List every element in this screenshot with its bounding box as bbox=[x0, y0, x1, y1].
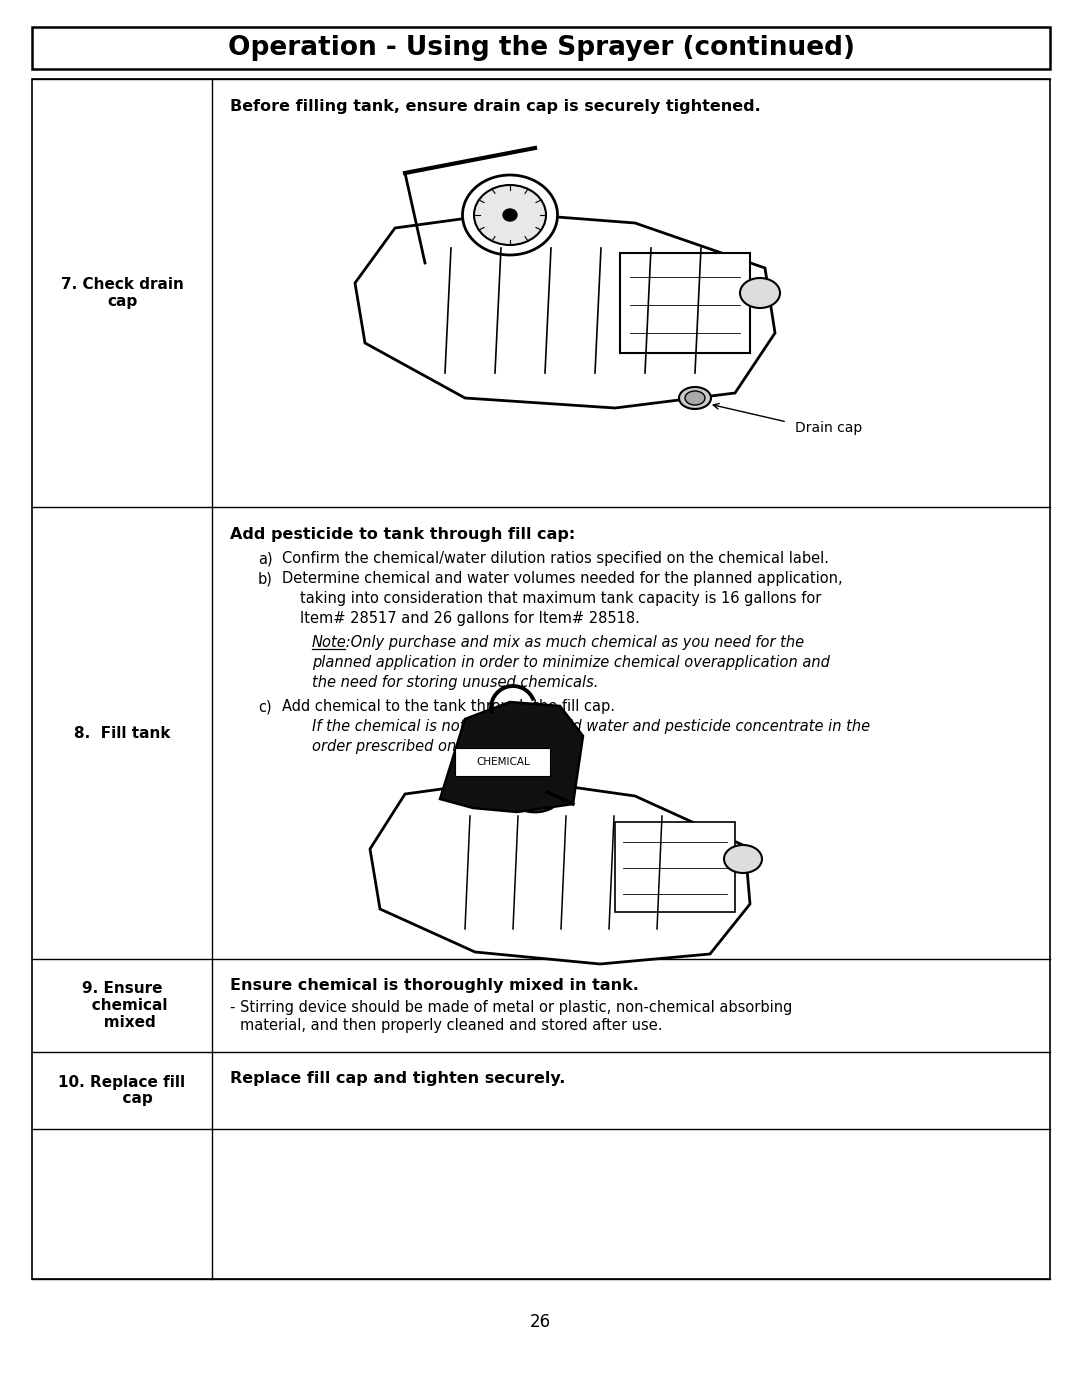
Text: cap: cap bbox=[107, 293, 137, 309]
Text: Add chemical to the tank through the fill cap.: Add chemical to the tank through the fil… bbox=[282, 698, 615, 714]
Text: - Stirring device should be made of metal or plastic, non-chemical absorbing: - Stirring device should be made of meta… bbox=[230, 1000, 793, 1016]
Bar bbox=[455, 747, 550, 775]
Polygon shape bbox=[355, 212, 775, 408]
Text: Replace fill cap and tighten securely.: Replace fill cap and tighten securely. bbox=[230, 1071, 565, 1085]
Ellipse shape bbox=[740, 278, 780, 307]
Ellipse shape bbox=[510, 780, 561, 812]
Ellipse shape bbox=[503, 210, 517, 221]
Bar bbox=[620, 253, 750, 353]
Polygon shape bbox=[370, 780, 750, 964]
Text: 26: 26 bbox=[529, 1313, 551, 1331]
Text: planned application in order to minimize chemical overapplication and: planned application in order to minimize… bbox=[312, 655, 829, 671]
Text: chemical: chemical bbox=[77, 997, 167, 1013]
Text: Determine chemical and water volumes needed for the planned application,: Determine chemical and water volumes nee… bbox=[282, 571, 842, 585]
Text: 10. Replace fill: 10. Replace fill bbox=[58, 1074, 186, 1090]
Text: Note:: Note: bbox=[312, 636, 352, 650]
Text: 9. Ensure: 9. Ensure bbox=[82, 981, 162, 996]
Text: mixed: mixed bbox=[89, 1016, 156, 1030]
Text: Before filling tank, ensure drain cap is securely tightened.: Before filling tank, ensure drain cap is… bbox=[230, 99, 760, 115]
Text: a): a) bbox=[258, 550, 272, 566]
Ellipse shape bbox=[724, 845, 762, 873]
Text: Operation - Using the Sprayer (continued): Operation - Using the Sprayer (continued… bbox=[228, 35, 854, 61]
Text: Ensure chemical is thoroughly mixed in tank.: Ensure chemical is thoroughly mixed in t… bbox=[230, 978, 639, 993]
Ellipse shape bbox=[462, 175, 557, 256]
Text: taking into consideration that maximum tank capacity is 16 gallons for: taking into consideration that maximum t… bbox=[300, 591, 822, 606]
Polygon shape bbox=[440, 703, 583, 812]
Ellipse shape bbox=[685, 391, 705, 405]
Text: Only purchase and mix as much chemical as you need for the: Only purchase and mix as much chemical a… bbox=[346, 636, 805, 650]
Text: 28517: 28517 bbox=[370, 309, 394, 317]
Bar bbox=[32, 27, 1050, 68]
Bar bbox=[615, 821, 735, 912]
Ellipse shape bbox=[679, 387, 711, 409]
Text: Drain cap: Drain cap bbox=[795, 420, 862, 434]
Text: CHEMICAL: CHEMICAL bbox=[476, 757, 530, 767]
Text: Add pesticide to tank through fill cap:: Add pesticide to tank through fill cap: bbox=[230, 527, 576, 542]
Ellipse shape bbox=[519, 788, 551, 807]
Bar bbox=[32, 80, 1050, 1280]
Text: 8.  Fill tank: 8. Fill tank bbox=[73, 725, 171, 740]
Text: cap: cap bbox=[91, 1091, 153, 1106]
Text: order prescribed on the label.: order prescribed on the label. bbox=[312, 739, 529, 754]
Text: Item# 28517 and 26 gallons for Item# 28518.: Item# 28517 and 26 gallons for Item# 285… bbox=[300, 610, 639, 626]
Text: material, and then properly cleaned and stored after use.: material, and then properly cleaned and … bbox=[240, 1018, 662, 1032]
Text: c): c) bbox=[258, 698, 272, 714]
Text: Confirm the chemical/water dilution ratios specified on the chemical label.: Confirm the chemical/water dilution rati… bbox=[282, 550, 829, 566]
Ellipse shape bbox=[474, 184, 546, 244]
Text: b): b) bbox=[258, 571, 273, 585]
Text: 7. Check drain: 7. Check drain bbox=[60, 277, 184, 292]
Text: 41 308: 41 308 bbox=[723, 900, 747, 905]
Text: If the chemical is not pre-mixed, add water and pesticide concentrate in the: If the chemical is not pre-mixed, add wa… bbox=[312, 719, 870, 733]
Text: the need for storing unused chemicals.: the need for storing unused chemicals. bbox=[312, 675, 598, 690]
